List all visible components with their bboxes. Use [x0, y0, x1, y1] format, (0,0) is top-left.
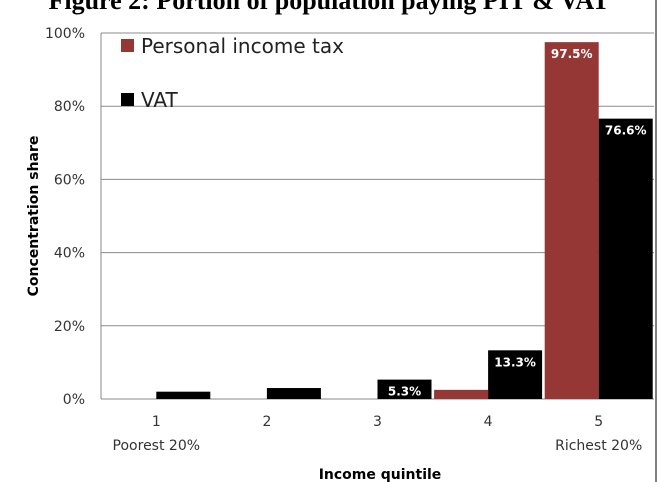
x-tick-label: 5 [594, 414, 603, 430]
x-tick-label: 2 [262, 414, 271, 430]
chart-title: Figure 2: Portion of population paying P… [48, 0, 610, 15]
y-tick-label: 80% [54, 99, 85, 115]
bar [544, 42, 599, 400]
x-tick-label: 3 [373, 414, 382, 430]
x-tick-sublabel: Poorest 20% [113, 438, 201, 454]
bar [377, 379, 432, 399]
data-label: 97.5% [551, 47, 593, 61]
y-tick-label: 60% [54, 172, 85, 188]
data-labels: 97.5% 5.3% 13.3% 76.6% [388, 47, 647, 398]
y-tick-label: 40% [54, 246, 85, 262]
legend-swatch [121, 93, 134, 106]
x-tick-label: 1 [152, 414, 161, 430]
x-tick-label: 4 [484, 414, 493, 430]
legend-label: Personal income tax [141, 34, 344, 58]
bar [266, 388, 321, 399]
data-label: 13.3% [494, 355, 536, 369]
x-axis-ticks: 1 Poorest 20% 2 3 4 5 Richest 20% [113, 414, 643, 454]
data-label: 5.3% [388, 385, 421, 399]
x-axis-title: Income quintile [319, 467, 442, 482]
x-tick-sublabel: Richest 20% [555, 438, 642, 454]
bar [434, 389, 489, 399]
data-label: 76.6% [605, 124, 647, 138]
bars [156, 42, 653, 400]
y-axis-ticks: 0% 20% 40% 60% 80% 100% [45, 26, 85, 408]
bar [598, 118, 653, 400]
y-tick-label: 0% [63, 392, 85, 408]
bar [488, 350, 543, 399]
bar [156, 391, 211, 399]
legend-swatch [121, 39, 134, 52]
y-tick-label: 100% [45, 26, 85, 42]
y-axis-title: Concentration share [26, 136, 42, 297]
y-tick-label: 20% [54, 319, 85, 335]
legend-label: VAT [141, 88, 179, 112]
legend: Personal income tax VAT [121, 34, 344, 112]
